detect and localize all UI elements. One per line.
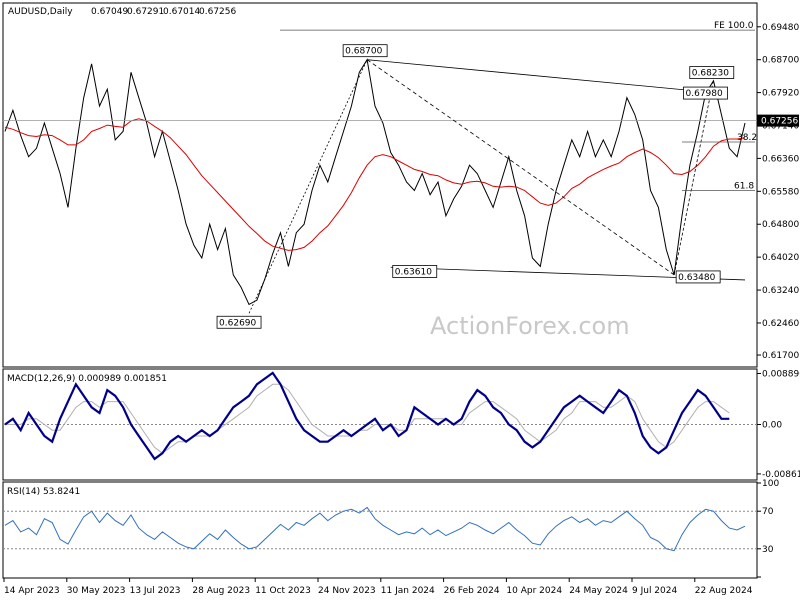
macd-pane-label: MACD(12,26,9) 0.000989 0.001851: [7, 374, 167, 384]
x-tick-label: 10 Apr 2024: [506, 586, 562, 596]
price-pane: 0.694800.687000.679200.671400.663600.655…: [3, 21, 799, 361]
upper-channel-line: [367, 59, 714, 93]
rising-dashed-trend-2023: [248, 59, 368, 314]
swing-label-box: [683, 86, 728, 100]
swing-label: 0.68700: [345, 47, 382, 57]
fe-100-label: FE 100.0: [714, 21, 754, 31]
x-tick-label: 30 May 2023: [67, 586, 126, 596]
rsi-tick-label: 100: [762, 479, 779, 489]
swing-label: 0.63480: [678, 273, 715, 283]
macd-pane: 0.008896 0.00 -0.008612: [3, 369, 800, 480]
ohlc-high: 0.67291: [127, 7, 164, 17]
price-tick-label: 0.63240: [762, 286, 799, 296]
price-tick-label: 0.64020: [762, 253, 799, 263]
swing-label: 0.63610: [395, 267, 432, 277]
watermark: ActionForex.com: [430, 312, 630, 340]
rsi-pane-label: RSI(14) 53.8241: [7, 487, 80, 497]
swing-label-box: [689, 66, 735, 79]
fib-61-label: 61.8: [734, 181, 754, 191]
ohlc-close: 0.67256: [199, 7, 236, 17]
price-tick-label: 0.64800: [762, 220, 799, 230]
x-tick-label: 11 Oct 2023: [255, 586, 311, 596]
swing-label: 0.67980: [686, 89, 723, 99]
ohlc-low: 0.67014: [163, 7, 200, 17]
swing-label-box: [216, 315, 262, 329]
price-tick-label: 0.62460: [762, 319, 799, 329]
price-tick-label: 0.67920: [762, 89, 799, 99]
swing-label: 0.68230: [692, 69, 729, 79]
x-tick-label: 26 Feb 2024: [444, 586, 500, 596]
rising-dashed-trend-2024: [673, 79, 714, 275]
price-tick-label: 0.68700: [762, 56, 799, 66]
current-price-label: 0.67256: [761, 117, 798, 127]
fib-38-label: 38.2: [737, 133, 757, 143]
current-price-box: [757, 114, 799, 127]
x-tick-label: 24 May 2024: [569, 586, 628, 596]
macd-tick-label: -0.008612: [762, 470, 800, 480]
swing-label: 0.62690: [219, 318, 256, 328]
ohlc-open: 0.67049: [91, 7, 128, 17]
swing-label-box: [392, 265, 438, 278]
price-tick-label: 0.66360: [762, 154, 799, 164]
x-tick-label: 28 Aug 2023: [192, 586, 250, 596]
rsi-tick-label: 30: [762, 545, 774, 555]
price-series-line: [4, 58, 746, 306]
ema-line: [4, 118, 746, 251]
x-tick-label: 24 Nov 2023: [318, 586, 376, 596]
price-tick-label: 0.69480: [762, 23, 799, 33]
swing-label-box: [342, 44, 388, 58]
swing-label-box: [675, 270, 721, 284]
price-pane-symbol: AUDUSD,Daily: [8, 7, 73, 17]
x-tick-label: 11 Jan 2024: [381, 586, 435, 596]
macd-tick-label: 0.008896: [762, 369, 800, 379]
price-pane-frame: [2, 2, 758, 368]
x-tick-label: 9 Jul 2024: [632, 586, 677, 596]
x-tick-label: 13 Jul 2023: [130, 586, 181, 596]
x-axis: 14 Apr 2023 30 May 2023 13 Jul 2023 28 Aug …: [3, 578, 753, 596]
rsi-pane-frame: [2, 481, 758, 579]
price-tick-label: 0.65580: [762, 187, 799, 197]
rsi-tick-label: 70: [762, 507, 774, 517]
price-tick-label: 0.61700: [762, 351, 799, 361]
macd-line: [4, 371, 730, 461]
rsi-line: [4, 506, 746, 552]
x-tick-label: 14 Apr 2023: [4, 586, 60, 596]
macd-tick-label: 0.00: [762, 421, 782, 431]
rsi-pane: 100 70 30: [3, 479, 779, 578]
x-tick-label: 22 Aug 2024: [695, 586, 753, 596]
